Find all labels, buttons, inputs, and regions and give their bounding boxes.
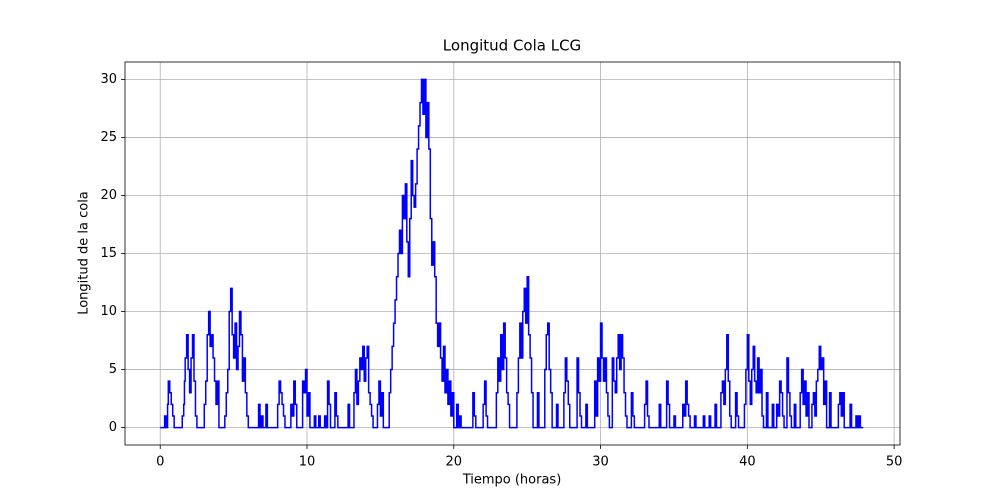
data-line bbox=[160, 78, 864, 429]
plot-frame bbox=[124, 61, 901, 446]
chart-title: Longitud Cola LCG bbox=[443, 37, 581, 55]
y-tick-label: 15 bbox=[100, 246, 117, 261]
x-tick-label: 30 bbox=[592, 455, 609, 470]
x-tick-label: 20 bbox=[446, 455, 463, 470]
y-tick-label: 10 bbox=[100, 304, 117, 319]
x-tick-label: 40 bbox=[739, 455, 756, 470]
x-tick-label: 10 bbox=[299, 455, 316, 470]
y-axis-label: Longitud de la cola bbox=[77, 191, 92, 315]
x-tick-label: 50 bbox=[886, 455, 903, 470]
x-tick-label: 0 bbox=[156, 455, 164, 470]
y-tick-label: 25 bbox=[100, 130, 117, 145]
y-tick-label: 20 bbox=[100, 188, 117, 203]
x-axis-label: Tiempo (horas) bbox=[462, 473, 562, 488]
y-tick-label: 5 bbox=[109, 362, 117, 377]
y-tick-label: 0 bbox=[109, 420, 117, 435]
y-tick-label: 30 bbox=[100, 72, 117, 87]
